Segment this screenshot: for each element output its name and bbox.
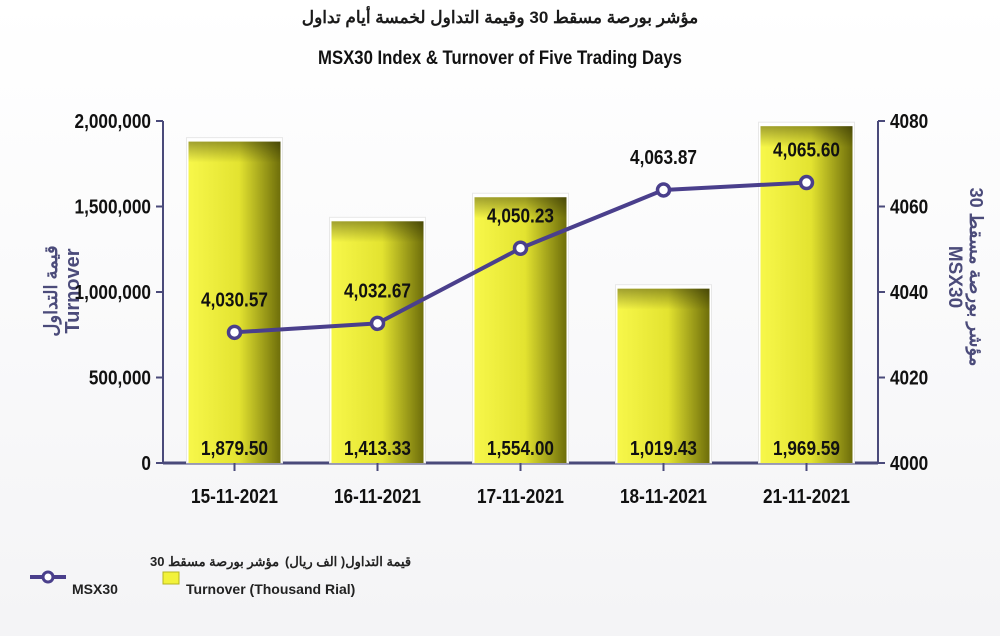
msx30-point (798, 174, 815, 191)
legend-turnover-label: Turnover (Thousand Rial) (186, 581, 355, 597)
x-tick-label: 21-11-2021 (763, 485, 850, 508)
chart-title-arabic: مؤشر بورصة مسقط 30 وقيمة التداول لخمسة أ… (301, 8, 699, 27)
legend-bar-swatch (162, 571, 180, 585)
bar-shade (331, 221, 424, 282)
msx30-value-label: 4,050.23 (487, 204, 554, 227)
bar-value-label: 1,969.59 (773, 437, 840, 460)
bar-shade (188, 141, 281, 202)
msx30-point (655, 182, 672, 198)
y-right-tick-label: 4000 (890, 452, 928, 475)
y-right-tick-label: 4080 (890, 110, 928, 133)
msx30-point (226, 324, 243, 341)
y-left-tick-label: 2,000,000 (75, 110, 151, 133)
y-right-tick-label: 4020 (890, 366, 928, 389)
msx30-point (369, 315, 386, 332)
y-left-tick-label: 500,000 (89, 366, 151, 389)
x-tick-label: 15-11-2021 (191, 485, 278, 508)
legend-line-marker (41, 570, 55, 584)
msx30-value-label: 4,030.57 (201, 288, 268, 311)
x-tick-label: 16-11-2021 (334, 485, 421, 508)
y-left-tick-label: 1,500,000 (75, 195, 151, 218)
msx30-value-label: 4,065.60 (773, 138, 840, 161)
x-tick-label: 17-11-2021 (477, 485, 564, 508)
legend-turnover-label-arabic: قيمة التداول( الف ريال) (285, 554, 411, 570)
msx30-value-label: 4,032.67 (344, 279, 411, 302)
chart-title: MSX30 Index & Turnover of Five Trading D… (318, 48, 682, 69)
bar-value-label: 1,019.43 (630, 437, 697, 460)
y-right-tick-label: 4060 (890, 195, 928, 218)
msx30-value-label: 4,063.87 (630, 146, 697, 169)
legend-msx30-label: MSX30 (72, 581, 118, 597)
bar-shade (617, 288, 710, 349)
y-left-tick-label: 0 (141, 452, 151, 475)
y-right-tick-label: 4040 (890, 281, 928, 304)
legend-msx30-label-arabic: مؤشر بورصة مسقط 30 (150, 554, 279, 570)
bar-value-label: 1,413.33 (344, 437, 411, 460)
y-left-tick-label: 1,000,000 (75, 281, 151, 304)
msx30-point (512, 240, 529, 257)
bar-value-label: 1,554.00 (487, 437, 554, 460)
bar-value-label: 1,879.50 (201, 437, 268, 460)
x-tick-label: 18-11-2021 (620, 485, 707, 508)
